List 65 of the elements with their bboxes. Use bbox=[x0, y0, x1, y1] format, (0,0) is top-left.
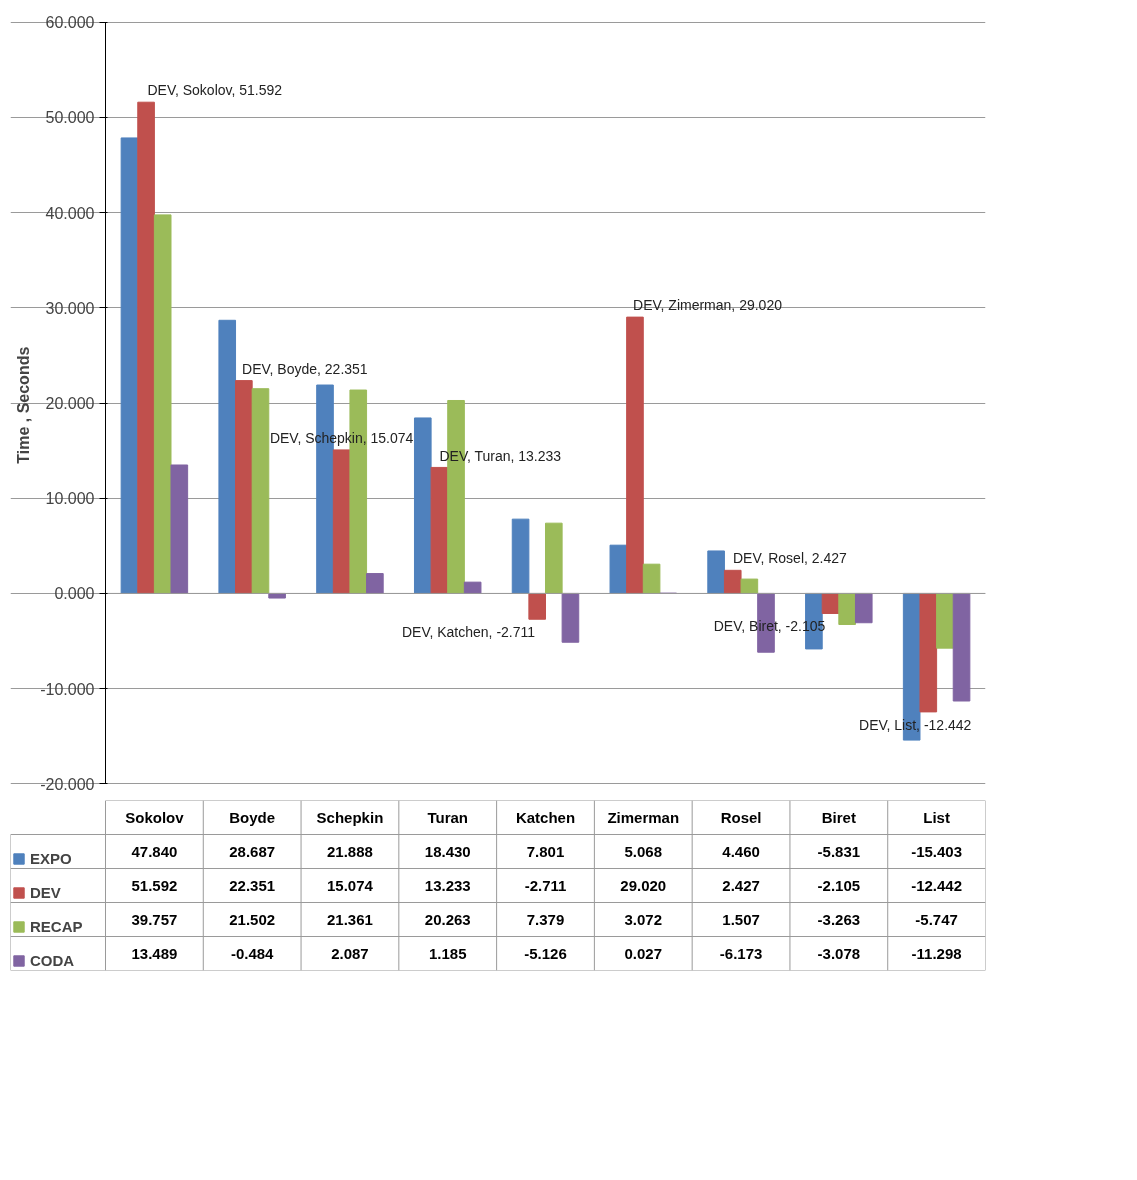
data-label: 7.801 bbox=[526, 842, 565, 860]
x-tick-label: Katchen bbox=[515, 809, 576, 826]
data-label: 18.430 bbox=[424, 842, 471, 860]
data-label: -5.831 bbox=[817, 842, 861, 860]
x-tick-label: Zimerman bbox=[607, 809, 680, 826]
data-label: 2.087 bbox=[331, 944, 369, 962]
data-label: 1.507 bbox=[722, 910, 760, 928]
data-label: 0.027 bbox=[624, 944, 663, 962]
data-label: 13.489 bbox=[131, 944, 178, 962]
legend-label: DEV bbox=[30, 882, 61, 902]
legend-label: RECAP bbox=[30, 916, 83, 936]
data-label: 7.379 bbox=[526, 910, 565, 928]
data-label: -3.078 bbox=[817, 944, 861, 962]
x-tick-label: Biret bbox=[821, 809, 856, 826]
data-label: 22.351 bbox=[229, 876, 276, 894]
y-tick-label: 30.000 bbox=[45, 299, 95, 317]
data-label: 13.233 bbox=[424, 876, 471, 894]
y-tick-label: 0.000 bbox=[54, 585, 95, 603]
annotation: DEV, Rosel, 2.427 bbox=[732, 550, 848, 567]
y-tick-label: 20.000 bbox=[45, 395, 95, 412]
legend-label: CODA bbox=[30, 950, 75, 970]
data-label: -3.263 bbox=[817, 910, 861, 928]
y-tick-label: 10.000 bbox=[45, 490, 95, 508]
annotation: DEV, Schepkin, 15.074 bbox=[269, 430, 414, 447]
data-label: 21.502 bbox=[229, 910, 276, 928]
data-label: 28.687 bbox=[229, 842, 276, 860]
x-tick-label: Sokolov bbox=[125, 809, 185, 826]
data-label: -2.105 bbox=[817, 876, 861, 894]
data-label: 15.074 bbox=[327, 876, 374, 894]
data-label: 29.020 bbox=[620, 876, 667, 894]
y-tick-label: -20.000 bbox=[40, 775, 95, 793]
data-label: -11.298 bbox=[911, 944, 962, 962]
data-label: 47.840 bbox=[131, 842, 178, 860]
y-tick-label: 60.000 bbox=[45, 14, 95, 32]
data-label: 5.068 bbox=[624, 842, 663, 860]
data-label: 51.592 bbox=[131, 876, 178, 894]
y-tick-label: -10.000 bbox=[40, 680, 95, 698]
data-label: -0.484 bbox=[230, 944, 275, 962]
y-tick-label: 40.000 bbox=[45, 204, 95, 222]
data-label: 21.361 bbox=[327, 910, 373, 928]
data-label: 39.757 bbox=[131, 910, 178, 928]
y-tick-label: 50.000 bbox=[45, 109, 95, 127]
data-label: 2.427 bbox=[722, 876, 760, 894]
x-tick-label: Schepkin bbox=[316, 809, 384, 826]
data-label: 20.263 bbox=[424, 910, 471, 928]
data-label: -15.403 bbox=[911, 842, 963, 860]
annotation: DEV, Katchen, -2.711 bbox=[401, 624, 536, 641]
x-tick-label: List bbox=[923, 809, 950, 826]
data-label: -2.711 bbox=[524, 876, 567, 894]
x-tick-label: Boyde bbox=[229, 809, 276, 826]
data-label: 4.460 bbox=[722, 842, 760, 860]
data-label: 3.072 bbox=[624, 910, 663, 928]
data-label: -6.173 bbox=[719, 944, 763, 962]
data-label: -5.747 bbox=[915, 910, 958, 928]
x-tick-label: Rosel bbox=[720, 809, 762, 826]
data-label: -12.442 bbox=[911, 876, 963, 894]
annotation: DEV, Sokolov, 51.592 bbox=[147, 82, 283, 99]
legend-label: EXPO bbox=[30, 848, 72, 868]
data-label: 1.185 bbox=[428, 944, 467, 962]
x-tick-label: Turan bbox=[427, 809, 469, 826]
data-label: -5.126 bbox=[524, 944, 567, 962]
annotation: DEV, Zimerman, 29.020 bbox=[633, 297, 783, 314]
annotation: DEV, Boyde, 22.351 bbox=[242, 360, 368, 377]
data-label: 21.888 bbox=[327, 842, 373, 860]
y-axis-title: Time , Seconds bbox=[15, 346, 33, 464]
